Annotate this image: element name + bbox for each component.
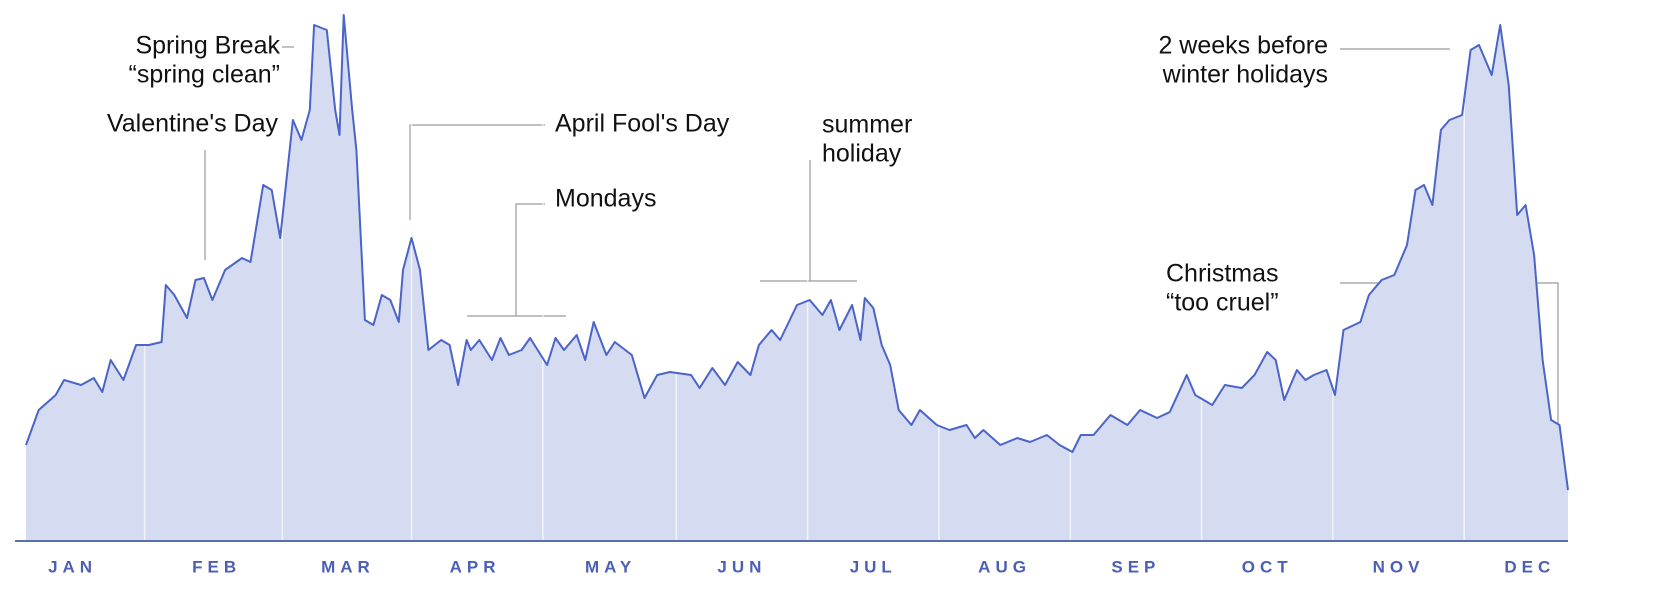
annotation: winter holidays bbox=[1162, 61, 1328, 89]
leader-line bbox=[409, 124, 545, 220]
x-tick-label: MAR bbox=[321, 557, 375, 576]
annotation: Spring Break bbox=[135, 32, 280, 60]
annotation: “too cruel” bbox=[1166, 289, 1279, 317]
x-tick-label: SEP bbox=[1111, 557, 1160, 576]
area bbox=[26, 15, 1568, 541]
leader-lines bbox=[204, 46, 1559, 425]
annotation: 2 weeks before bbox=[1158, 32, 1328, 60]
x-tick-label: JUL bbox=[850, 557, 897, 576]
annotation: April Fool's Day bbox=[555, 110, 730, 138]
leader-line bbox=[515, 203, 545, 316]
x-tick-label: AUG bbox=[978, 557, 1031, 576]
x-tick-label: NOV bbox=[1373, 557, 1425, 576]
x-tick-label: JAN bbox=[48, 557, 97, 576]
x-tick-label: DEC bbox=[1504, 557, 1555, 576]
line bbox=[25, 14, 1569, 491]
x-tick-label: FEB bbox=[192, 557, 241, 576]
annotation: Mondays bbox=[555, 185, 656, 213]
x-tick-label: OCT bbox=[1242, 557, 1293, 576]
annotation: Valentine's Day bbox=[107, 110, 279, 138]
annotation: “spring clean” bbox=[129, 61, 280, 89]
annotation: holiday bbox=[822, 140, 902, 168]
x-tick-label: APR bbox=[450, 557, 501, 576]
annotation: Christmas bbox=[1166, 260, 1279, 288]
annotation: summer bbox=[822, 111, 912, 139]
x-tick-label: MAY bbox=[585, 557, 636, 576]
x-tick-label: JUN bbox=[717, 557, 766, 576]
